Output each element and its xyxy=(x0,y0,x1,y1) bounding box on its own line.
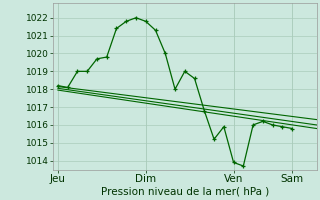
X-axis label: Pression niveau de la mer( hPa ): Pression niveau de la mer( hPa ) xyxy=(101,187,269,197)
